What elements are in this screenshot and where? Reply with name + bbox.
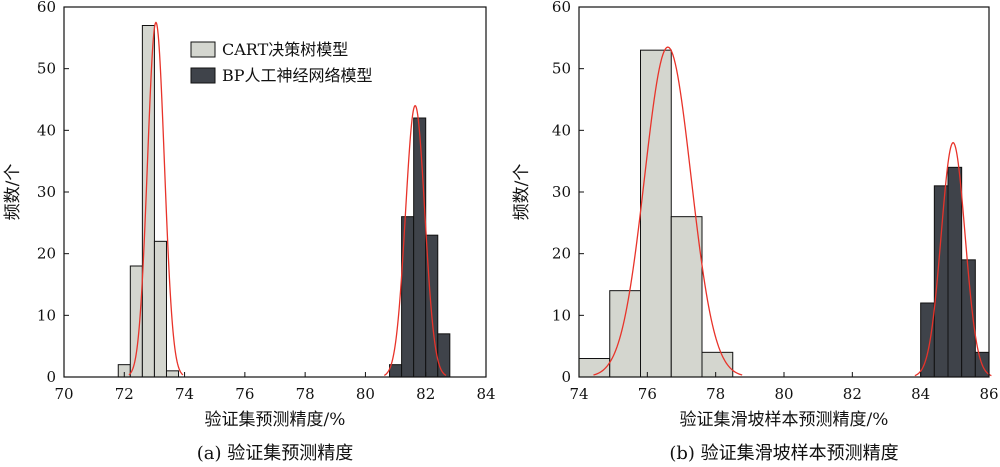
cart-bar	[609, 290, 641, 378]
legend-label-cart: CART决策树模型	[222, 40, 348, 59]
legend: CART决策树模型 BP人工神经网络模型	[190, 40, 373, 85]
cart-bar	[640, 49, 672, 378]
y-axis-ticks-b: 0 10 20 30 40 50 60	[552, 0, 584, 386]
cart-bars	[578, 49, 734, 378]
x-tick-label: 72	[115, 385, 134, 403]
y-tick-label: 40	[552, 121, 571, 139]
x-tick-label: 82	[843, 385, 862, 403]
bp-bars	[920, 166, 990, 378]
cart-bar	[141, 25, 155, 378]
x-tick-label: 76	[235, 385, 254, 403]
cart-bar	[153, 240, 167, 378]
y-tick-label: 10	[37, 306, 56, 324]
caption-a: (a) 验证集预测精度	[197, 443, 354, 464]
bp-bar	[413, 117, 427, 378]
cart-bars	[117, 25, 180, 378]
cart-fit-curve	[128, 21, 184, 376]
bp-fit-curve	[914, 141, 992, 377]
y-tick-label: 50	[552, 60, 571, 78]
y-tick-label: 50	[37, 60, 56, 78]
y-tick-label: 30	[37, 183, 56, 201]
bp-fit-curve	[383, 104, 447, 376]
y-tick-label: 0	[561, 368, 571, 386]
bp-bar	[947, 166, 963, 378]
x-tick-label: 82	[416, 385, 435, 403]
x-axis-label-a: 验证集预测精度/%	[205, 410, 346, 430]
x-tick-label: 78	[706, 385, 725, 403]
y-tick-label: 10	[552, 306, 571, 324]
cart-fit-curve	[593, 46, 743, 376]
y-tick-label: 20	[37, 245, 56, 263]
x-tick-label: 84	[476, 385, 495, 403]
x-axis-ticks-b: 74 76 78 80 82 84 86	[569, 372, 999, 403]
bp-bar	[920, 302, 935, 378]
y-tick-label: 40	[37, 121, 56, 139]
y-axis-ticks-a: 0 10 20 30 40 50 60	[37, 0, 69, 386]
y-tick-label: 30	[552, 183, 571, 201]
legend-label-bp: BP人工神经网络模型	[222, 66, 373, 85]
cart-bar	[129, 265, 143, 378]
y-tick-label: 60	[37, 0, 56, 16]
x-axis-ticks-a: 70 72 74 76 78 80 82 84	[54, 372, 496, 403]
x-tick-label: 80	[356, 385, 375, 403]
cart-bar	[165, 370, 180, 378]
bp-bar	[437, 333, 451, 378]
x-tick-label: 80	[774, 385, 793, 403]
bp-bar	[389, 364, 403, 378]
x-tick-label: 86	[979, 385, 998, 403]
y-tick-label: 60	[552, 0, 571, 16]
y-tick-label: 0	[46, 368, 56, 386]
x-tick-label: 78	[296, 385, 315, 403]
legend-swatch-cart	[190, 41, 216, 58]
y-axis-label-b: 频数/个	[512, 164, 532, 221]
x-tick-label: 74	[569, 385, 588, 403]
histogram-panel-b: 74 76 78 80 82 84 86 0 10 20 30 40 50 60 验证集滑坡样本预测精度…	[512, 0, 999, 464]
x-tick-label: 76	[638, 385, 657, 403]
cart-bar	[670, 216, 703, 378]
x-tick-label: 70	[54, 385, 73, 403]
caption-b: (b) 验证集滑坡样本预测精度	[669, 443, 898, 464]
histogram-panel-a: 70 72 74 76 78 80 82 84 0 10 20 30 40 50 60 验证集预测精度/%…	[3, 0, 496, 464]
x-axis-label-b: 验证集滑坡样本预测精度/%	[680, 410, 889, 430]
x-tick-label: 84	[911, 385, 930, 403]
y-axis-label-a: 频数/个	[3, 164, 23, 221]
bp-bars	[389, 117, 451, 378]
legend-swatch-bp	[190, 67, 216, 84]
bp-bar	[933, 185, 949, 378]
y-tick-label: 20	[552, 245, 571, 263]
x-tick-label: 74	[175, 385, 194, 403]
